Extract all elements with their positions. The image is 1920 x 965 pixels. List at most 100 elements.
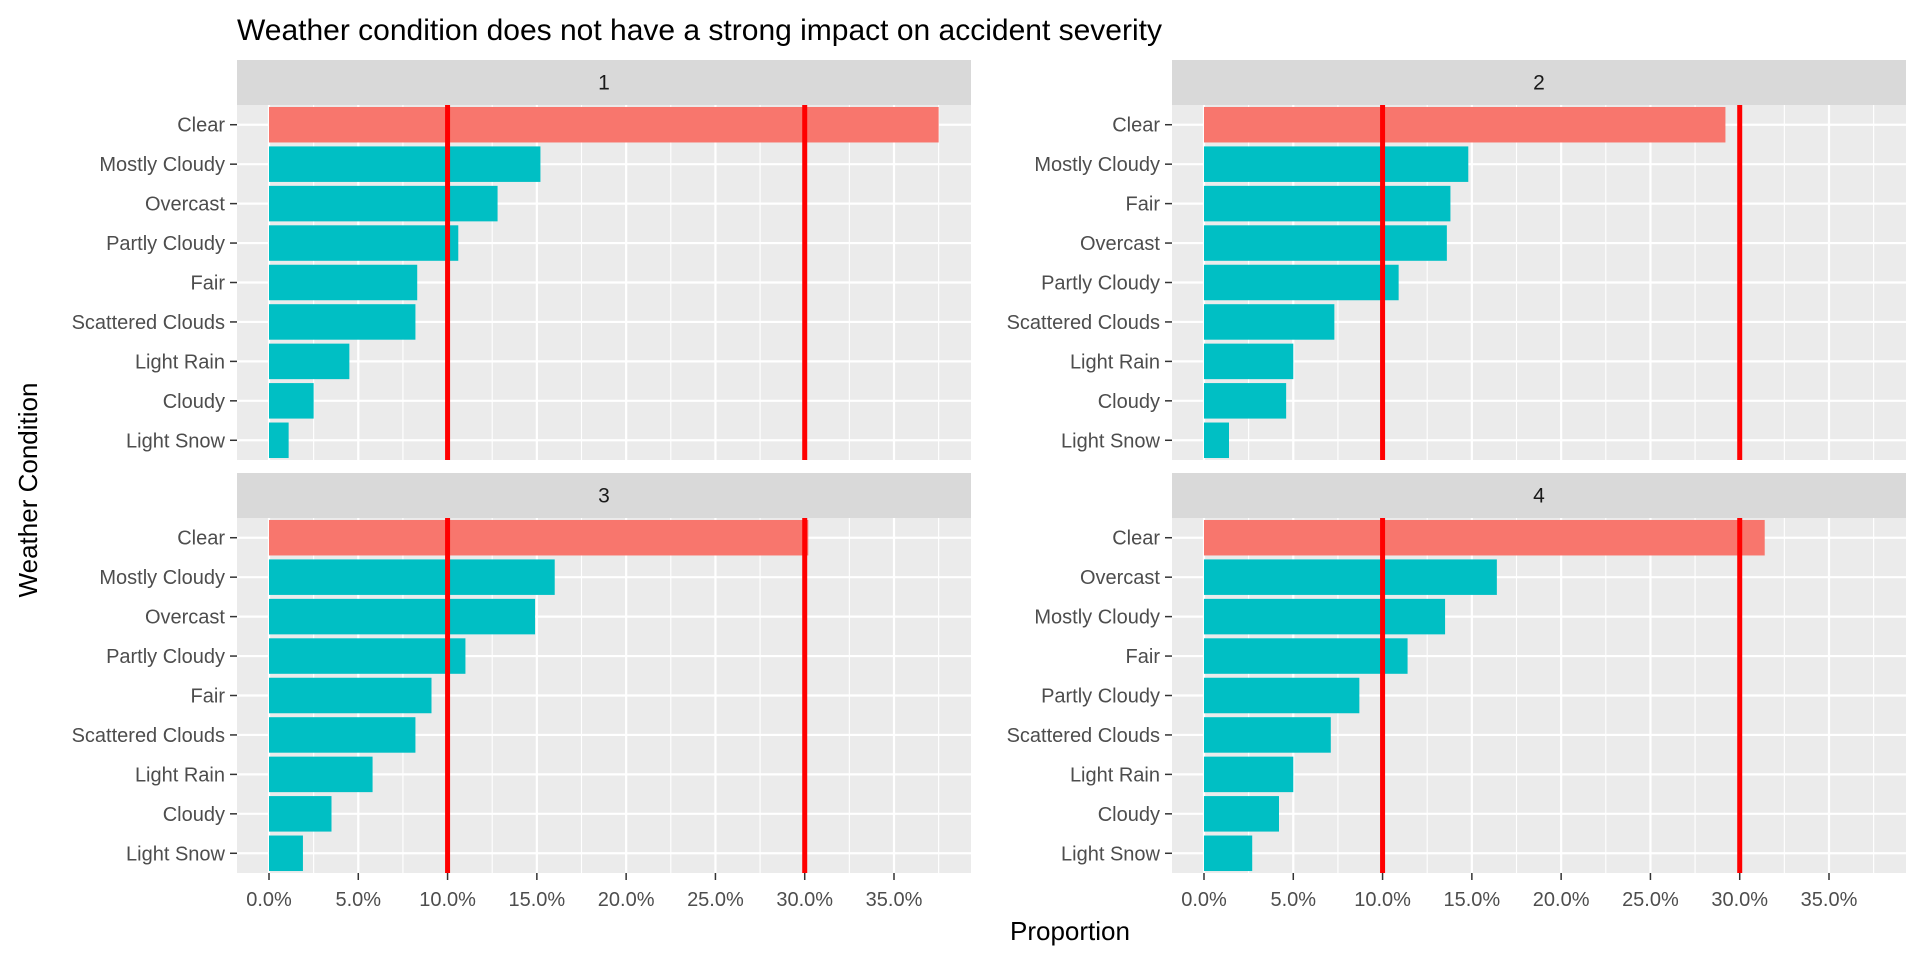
bar-light-rain [269, 343, 350, 380]
bar-mostly-cloudy [269, 146, 541, 182]
bar-partly-cloudy [269, 638, 466, 674]
bar-partly-cloudy [1204, 264, 1399, 301]
x-tick-label: 30.0% [1711, 889, 1768, 911]
y-tick-label: Scattered Clouds [72, 312, 225, 334]
bar-scattered-clouds [1204, 717, 1331, 753]
bar-overcast [269, 598, 536, 635]
y-tick-label: Overcast [145, 194, 225, 216]
facet-panel-3: 3 Clear Mostly Cloudy Overcast Partly Cloudy… [72, 473, 971, 911]
facet-strip-label: 1 [598, 72, 610, 95]
y-tick-label: Scattered Clouds [1007, 312, 1160, 334]
bar-cloudy [269, 383, 314, 419]
x-tick-label: 25.0% [687, 889, 744, 911]
y-tick-label: Clear [1112, 115, 1160, 137]
y-axis-title: Weather Condition [13, 383, 43, 598]
bar-light-rain [269, 756, 373, 793]
facet-strip [237, 473, 971, 518]
y-tick-label: Partly Cloudy [1041, 686, 1160, 708]
y-tick-label: Fair [191, 686, 226, 708]
y-tick-label: Cloudy [163, 804, 225, 826]
facet-strip-label: 4 [1533, 485, 1545, 508]
x-tick-label: 0.0% [246, 889, 292, 911]
bar-scattered-clouds [269, 304, 416, 340]
bar-clear [269, 106, 939, 143]
y-tick-label: Mostly Cloudy [99, 567, 225, 589]
facet-strip [237, 60, 971, 105]
bar-mostly-cloudy [1204, 598, 1446, 635]
bar-light-snow [1204, 422, 1229, 459]
y-tick-label: Cloudy [1098, 391, 1160, 413]
bar-fair [1204, 185, 1451, 222]
bar-clear [269, 519, 809, 556]
y-tick-label: Partly Cloudy [1041, 273, 1160, 295]
y-tick-label: Overcast [145, 607, 225, 629]
bar-partly-cloudy [1204, 677, 1360, 714]
bar-partly-cloudy [269, 225, 459, 261]
y-tick-label: Clear [1112, 528, 1160, 550]
bar-fair [269, 264, 418, 301]
facet-panel-2: 2 Clear Mostly Cloudy Fair Overcast Partly Cl… [1007, 60, 1906, 460]
y-tick-label: Fair [191, 273, 226, 295]
facet-strip [1172, 60, 1906, 105]
bar-light-rain [1204, 756, 1294, 793]
y-tick-label: Partly Cloudy [106, 646, 225, 668]
x-tick-label: 30.0% [776, 889, 833, 911]
y-tick-label: Overcast [1080, 567, 1160, 589]
bar-fair [269, 677, 432, 714]
x-tick-label: 20.0% [1533, 889, 1590, 911]
y-tick-label: Light Snow [126, 843, 226, 865]
y-tick-label: Clear [177, 528, 225, 550]
y-tick-label: Light Rain [135, 351, 225, 373]
y-tick-label: Cloudy [163, 391, 225, 413]
bar-light-snow [1204, 835, 1253, 872]
y-tick-label: Light Rain [1070, 351, 1160, 373]
y-tick-label: Fair [1126, 194, 1161, 216]
facet-strip-label: 2 [1533, 72, 1545, 95]
bar-overcast [1204, 225, 1447, 261]
y-tick-label: Scattered Clouds [72, 725, 225, 747]
bar-scattered-clouds [1204, 304, 1335, 340]
bar-overcast [269, 185, 498, 222]
bar-cloudy [269, 796, 332, 832]
y-tick-label: Light Snow [126, 430, 226, 452]
x-tick-label: 0.0% [1181, 889, 1227, 911]
bar-mostly-cloudy [1204, 146, 1469, 182]
y-tick-label: Partly Cloudy [106, 233, 225, 255]
bar-cloudy [1204, 383, 1287, 419]
bar-light-snow [269, 422, 289, 459]
x-tick-label: 15.0% [1443, 889, 1500, 911]
bar-overcast [1204, 559, 1497, 595]
x-tick-label: 10.0% [419, 889, 476, 911]
facet-strip-label: 3 [598, 485, 610, 508]
y-tick-label: Overcast [1080, 233, 1160, 255]
x-tick-label: 10.0% [1354, 889, 1411, 911]
x-tick-label: 35.0% [866, 889, 923, 911]
y-tick-label: Light Rain [1070, 764, 1160, 786]
facets-layer: 1 Clear Mostly Cloudy Overcast Partly Cloudy… [72, 60, 1906, 911]
x-tick-label: 5.0% [335, 889, 381, 911]
bar-scattered-clouds [269, 717, 416, 753]
y-tick-label: Mostly Cloudy [1034, 154, 1160, 176]
facet-strip [1172, 473, 1906, 518]
y-tick-label: Mostly Cloudy [99, 154, 225, 176]
x-tick-label: 25.0% [1622, 889, 1679, 911]
x-tick-label: 15.0% [508, 889, 565, 911]
y-tick-label: Cloudy [1098, 804, 1160, 826]
y-tick-label: Mostly Cloudy [1034, 607, 1160, 629]
x-axis-title: Proportion [1010, 916, 1130, 946]
y-tick-label: Light Snow [1061, 843, 1161, 865]
bar-fair [1204, 638, 1408, 674]
facet-panel-1: 1 Clear Mostly Cloudy Overcast Partly Cloudy… [72, 60, 971, 460]
y-tick-label: Light Rain [135, 764, 225, 786]
x-tick-label: 20.0% [598, 889, 655, 911]
y-tick-label: Light Snow [1061, 430, 1161, 452]
y-tick-label: Scattered Clouds [1007, 725, 1160, 747]
y-tick-label: Clear [177, 115, 225, 137]
x-tick-label: 35.0% [1801, 889, 1858, 911]
x-tick-label: 5.0% [1270, 889, 1316, 911]
y-tick-label: Fair [1126, 646, 1161, 668]
chart-title: Weather condition does not have a strong… [237, 14, 1162, 47]
bar-clear [1204, 106, 1726, 143]
